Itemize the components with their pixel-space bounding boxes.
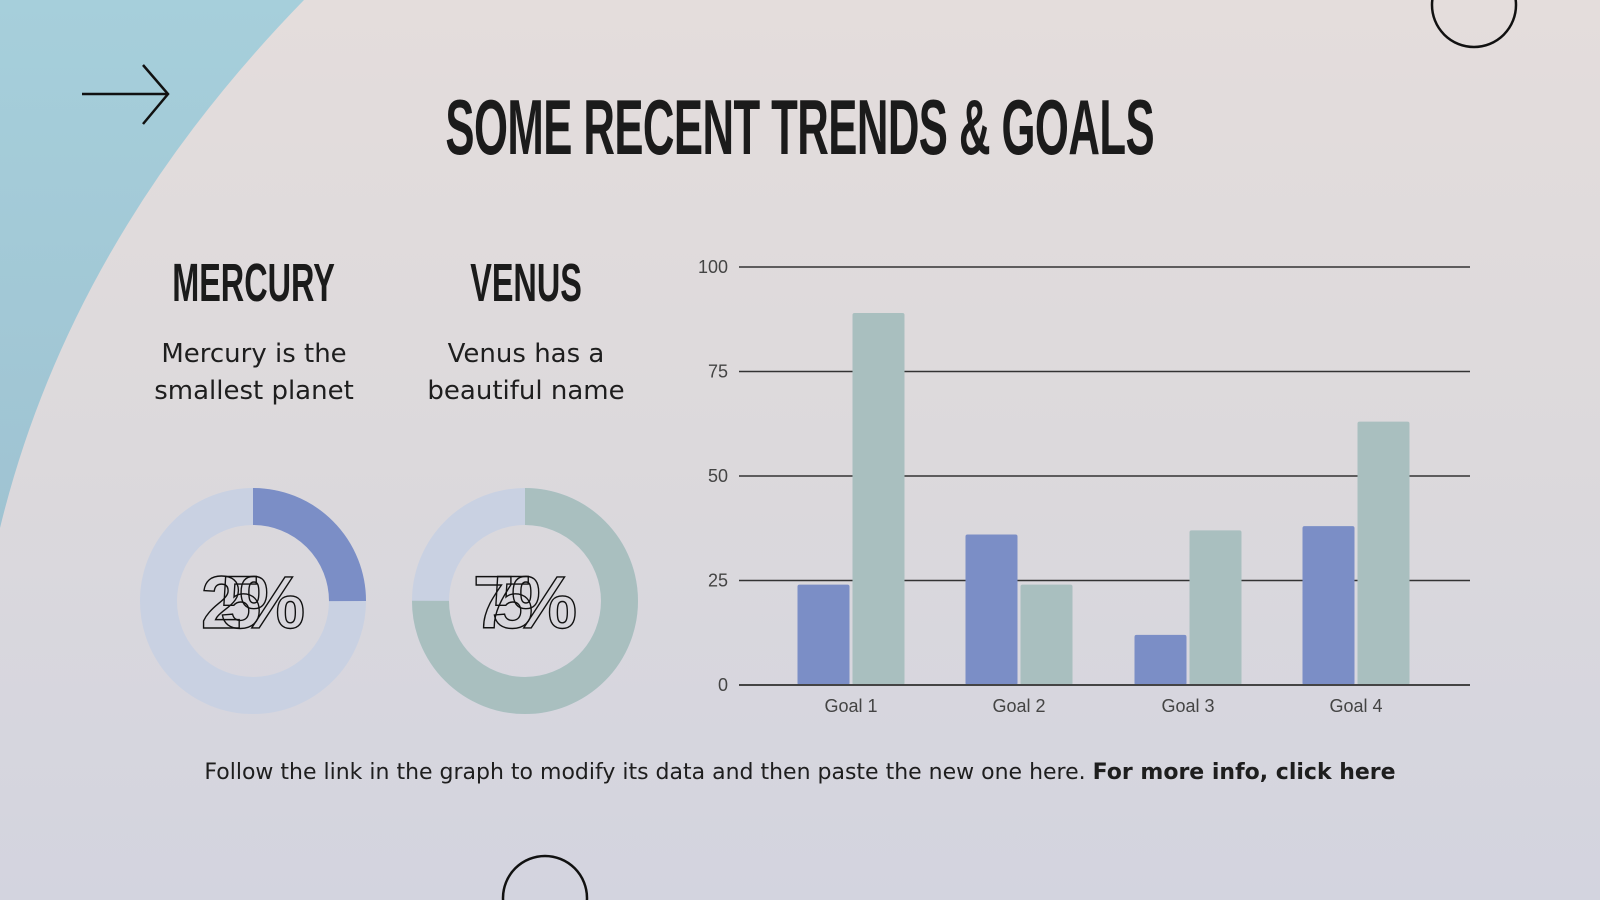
arrow-right-icon [82,64,170,125]
page-title: SOME RECENT TRENDS & GOALS [445,83,1155,171]
bar-goal-2-series-1[interactable] [965,534,1018,685]
circle-outline-bottom [501,854,589,900]
mercury-heading: MERCURY [172,253,336,313]
circle-outline-top [1430,0,1518,49]
y-tick-label: 50 [708,466,728,486]
y-tick-label: 25 [708,571,728,591]
mercury-donut [140,488,366,714]
donut-fill [412,488,638,714]
bar-goal-3-series-1[interactable] [1134,634,1187,685]
mercury-percent: 25% [201,561,305,644]
bar-chart[interactable]: 0 25 50 75 100 Goal 1 Goal 2 Goal 3 Goal 4 [0,0,1600,740]
y-tick-label: 75 [708,362,728,382]
x-tick-label: Goal 2 [992,696,1045,716]
bar-goal-2-series-2[interactable] [1020,584,1073,685]
venus-heading: VENUS [470,253,582,313]
donut-charts: 25% 75% [140,488,638,714]
x-tick-label: Goal 1 [824,696,877,716]
bar-goal-4-series-1[interactable] [1302,526,1355,685]
bar-goal-1-series-1[interactable] [797,584,850,685]
venus-donut [412,488,638,714]
venus-percent: 75% [473,561,577,644]
x-tick-label: Goal 4 [1329,696,1382,716]
footer-note: Follow the link in the graph to modify i… [204,760,1396,785]
bar-goal-1-series-2[interactable] [852,312,905,685]
y-tick-label: 100 [698,257,728,277]
y-tick-label: 0 [718,675,728,695]
mercury-description: Mercury is the smallest planet [154,339,354,406]
donut-fill [140,488,366,714]
venus-description: Venus has a beautiful name [427,339,625,406]
more-info-link[interactable]: For more info, click here [1092,760,1396,785]
bar-goal-3-series-2[interactable] [1189,530,1242,685]
bar-goal-4-series-2[interactable] [1357,421,1410,685]
x-tick-label: Goal 3 [1161,696,1214,716]
blue-corner-shape [0,0,304,528]
